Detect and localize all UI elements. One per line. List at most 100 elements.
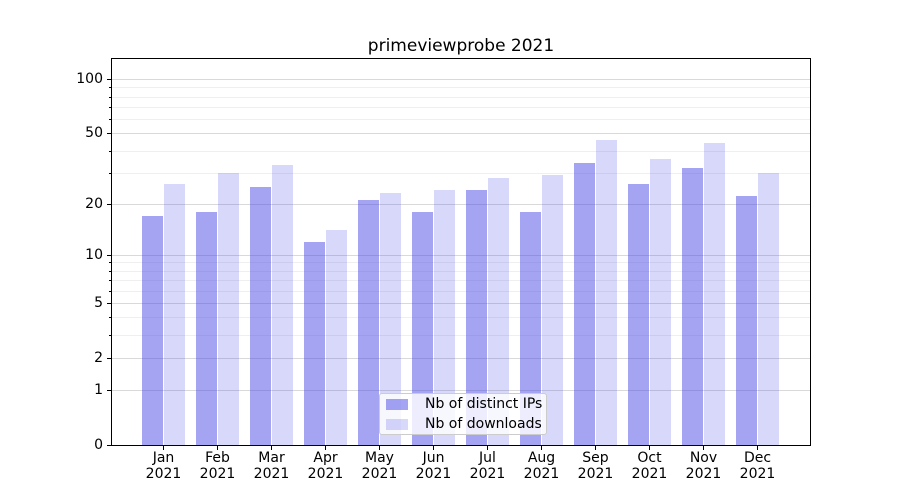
gridline-minor-30 (112, 172, 810, 174)
bar-may-downloads (380, 193, 401, 445)
bar-apr-downloads (326, 230, 347, 445)
gridline-minor-7 (112, 280, 810, 282)
y-tick-label-10: 10 (85, 246, 103, 263)
bar-aug-distinct-ips (520, 211, 541, 445)
x-tick-label-may: May 2021 (361, 450, 398, 482)
y-tick-1 (107, 390, 111, 391)
gridline-minor-90 (112, 87, 810, 89)
x-tick-jun (433, 446, 434, 450)
bar-jun-distinct-ips (412, 211, 433, 445)
gridline-minor-70 (112, 107, 810, 108)
legend-item-downloads: Nb of downloads (386, 414, 546, 434)
gridline-minor-40 (112, 150, 810, 152)
y-tick-label-1: 1 (94, 382, 103, 398)
gridline-major-5 (112, 302, 810, 304)
bar-jan-distinct-ips (142, 215, 163, 445)
bar-nov-downloads (704, 143, 725, 445)
x-tick-label-apr: Apr 2021 (307, 450, 344, 482)
y-tick-label-100: 100 (76, 71, 103, 87)
y-minortick-8 (108, 270, 111, 272)
x-tick-label-mar: Mar 2021 (253, 450, 290, 482)
y-tick-0 (107, 445, 111, 446)
y-tick-label-2: 2 (94, 349, 103, 366)
x-tick-label-nov: Nov 2021 (685, 450, 722, 482)
gridline-minor-60 (112, 119, 810, 120)
y-tick-label-5: 5 (94, 294, 103, 311)
y-minortick-40 (108, 150, 111, 152)
bar-oct-distinct-ips (628, 183, 649, 445)
legend-swatch-downloads (386, 418, 408, 430)
y-tick-100 (107, 79, 111, 80)
bar-sep-downloads (596, 139, 617, 445)
y-minortick-30 (108, 172, 111, 174)
x-tick-label-jul: Jul 2021 (469, 450, 506, 482)
bar-sep-distinct-ips (574, 163, 595, 445)
x-tick-aug (541, 446, 542, 450)
y-minortick-90 (108, 87, 111, 89)
x-tick-label-dec: Dec 2021 (739, 450, 776, 482)
gridline-major-50 (112, 133, 810, 135)
gridline-major-20 (112, 203, 810, 205)
gridline-major-2 (112, 357, 810, 359)
y-tick-label-0: 0 (94, 437, 103, 453)
y-tick-5 (107, 302, 111, 304)
y-tick-label-20: 20 (85, 195, 103, 212)
gridline-minor-9 (112, 262, 810, 264)
gridline-minor-8 (112, 270, 810, 272)
y-minortick-4 (108, 317, 111, 319)
x-tick-sep (595, 446, 596, 450)
legend-item-distinct-ips: Nb of distinct IPs (386, 394, 546, 414)
gridline-major-100 (112, 79, 810, 80)
x-tick-jan (163, 446, 164, 450)
y-minortick-70 (108, 107, 111, 108)
legend-swatch-distinct-ips (386, 398, 408, 410)
gridline-major-10 (112, 254, 810, 256)
legend-label-downloads: Nb of downloads (425, 416, 542, 432)
x-tick-mar (271, 446, 272, 450)
x-tick-label-aug: Aug 2021 (523, 450, 560, 482)
gridline-major-1 (112, 390, 810, 391)
y-tick-50 (107, 133, 111, 135)
bar-mar-distinct-ips (250, 186, 271, 445)
gridline-minor-80 (112, 96, 810, 98)
x-tick-may (379, 446, 380, 450)
y-tick-10 (107, 254, 111, 256)
plot-area (111, 58, 811, 446)
x-tick-apr (325, 446, 326, 450)
bar-apr-distinct-ips (304, 241, 325, 445)
x-tick-dec (757, 446, 758, 450)
x-tick-jul (487, 446, 488, 450)
y-minortick-6 (108, 290, 111, 292)
bar-oct-downloads (650, 158, 671, 445)
y-minortick-3 (108, 335, 111, 337)
legend-box: Nb of distinct IPs Nb of downloads (379, 393, 547, 435)
bar-jan-downloads (164, 183, 185, 445)
x-tick-label-feb: Feb 2021 (199, 450, 236, 482)
x-tick-label-sep: Sep 2021 (577, 450, 614, 482)
y-tick-20 (107, 203, 111, 205)
y-minortick-7 (108, 280, 111, 282)
bar-dec-distinct-ips (736, 196, 757, 445)
x-tick-oct (649, 446, 650, 450)
legend-label-distinct-ips: Nb of distinct IPs (425, 396, 543, 412)
y-minortick-80 (108, 96, 111, 98)
x-tick-feb (217, 446, 218, 450)
gridline-minor-3 (112, 335, 810, 337)
bar-jul-distinct-ips (466, 189, 487, 445)
gridline-minor-4 (112, 317, 810, 319)
y-tick-2 (107, 357, 111, 359)
y-tick-label-50: 50 (85, 125, 103, 142)
bar-jul-downloads (488, 178, 509, 445)
bar-aug-downloads (542, 175, 563, 445)
bar-may-distinct-ips (358, 199, 379, 445)
bar-nov-distinct-ips (682, 167, 703, 445)
x-tick-nov (703, 446, 704, 450)
y-minortick-9 (108, 262, 111, 264)
gridline-minor-6 (112, 290, 810, 292)
chart-title: primeviewprobe 2021 (367, 36, 555, 56)
y-minortick-60 (108, 119, 111, 120)
x-tick-label-jan: Jan 2021 (145, 450, 182, 482)
bar-jun-downloads (434, 189, 455, 445)
bar-feb-downloads (218, 172, 239, 445)
